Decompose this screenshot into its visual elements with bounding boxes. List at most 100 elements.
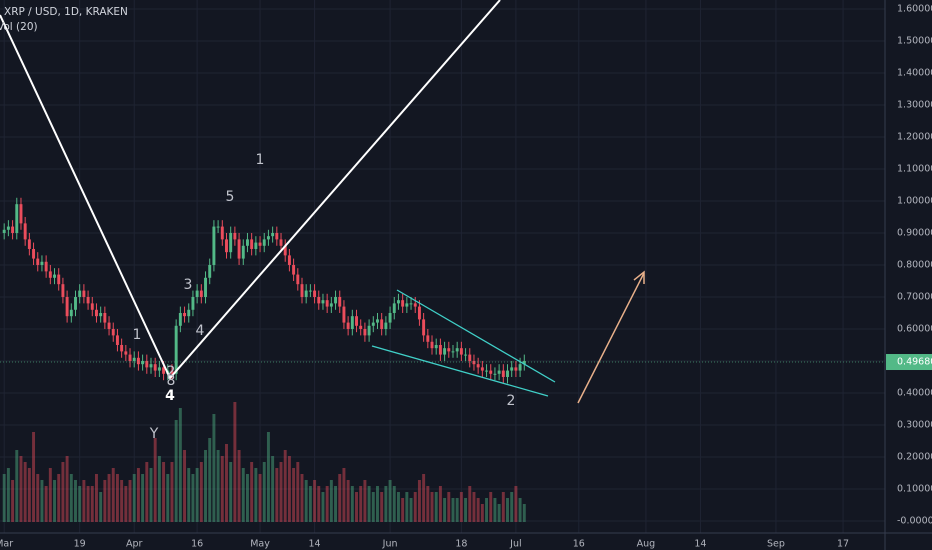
volume-bar <box>422 474 426 522</box>
candle-body <box>384 322 388 329</box>
candle-body <box>128 354 132 361</box>
x-tick-label: 14 <box>694 539 706 550</box>
candle-body <box>141 360 145 365</box>
volume-bar <box>308 486 312 522</box>
volume-bar <box>120 480 124 522</box>
volume-bar <box>107 474 111 522</box>
candle-body <box>183 312 187 317</box>
candle-body <box>6 226 10 230</box>
candle-body <box>191 296 195 310</box>
candle-body <box>493 373 497 375</box>
candle-body <box>506 370 509 377</box>
volume-bar <box>57 474 61 522</box>
volume-bar <box>90 486 94 522</box>
volume-bar <box>300 474 304 522</box>
candle-body <box>19 204 23 224</box>
wave-line <box>0 0 501 380</box>
candle-body <box>103 312 107 323</box>
candle-body <box>451 351 455 353</box>
trend-line-lower <box>371 345 549 397</box>
candle-body <box>48 271 52 278</box>
candle-body <box>355 316 358 326</box>
volume-bar <box>321 492 325 522</box>
volume-bar <box>225 444 228 522</box>
candle-body <box>61 284 65 297</box>
candle-body <box>245 239 249 246</box>
candle-body <box>174 325 178 374</box>
candle-body <box>514 367 518 371</box>
volume-bar <box>187 468 191 522</box>
last-price-box <box>886 354 932 371</box>
candle-body <box>380 319 384 329</box>
wave-label: 8 <box>167 373 176 389</box>
volume-bar <box>78 486 82 522</box>
volume-bar <box>69 474 73 522</box>
wave-label: 2 <box>167 364 176 380</box>
candle-body <box>271 232 275 237</box>
candle-body <box>275 232 279 240</box>
volume-bar <box>61 462 65 522</box>
volume-bar <box>447 492 451 522</box>
candle-body <box>363 328 367 336</box>
volume-bar <box>174 420 178 522</box>
candle-body <box>170 370 174 374</box>
last-price-label: 0.49680 <box>897 357 932 368</box>
x-tick-label: 17 <box>837 539 849 550</box>
candle-body <box>422 319 426 336</box>
candle-body <box>220 226 224 240</box>
volume-bar <box>111 468 115 522</box>
volume-bar <box>191 474 195 522</box>
volume-bar <box>95 474 98 522</box>
volume-bar <box>443 498 447 522</box>
volume-bar <box>338 474 342 522</box>
volume-bar <box>183 450 187 522</box>
candle-body <box>388 312 392 323</box>
x-tick-label: May <box>250 539 270 550</box>
volume-bar <box>136 468 140 522</box>
candle-body <box>229 232 233 253</box>
volume-bar <box>371 492 375 522</box>
volume-bar <box>313 480 317 522</box>
candle-body <box>292 264 296 275</box>
volume-bar <box>409 498 413 522</box>
candle-body <box>376 319 379 323</box>
volume-bar <box>266 432 270 522</box>
candle-body <box>367 325 371 336</box>
y-tick-label: 1.50000 <box>897 35 932 46</box>
volume-bar <box>32 432 36 522</box>
volume-bar <box>11 480 15 522</box>
volume-bar <box>36 474 40 522</box>
candle-body <box>241 245 245 259</box>
candle-body <box>178 312 182 326</box>
volume-bar <box>19 456 23 522</box>
candle-body <box>443 348 447 355</box>
candle-body <box>279 239 283 246</box>
volume-bar <box>497 504 501 522</box>
volume-bar <box>40 480 44 522</box>
volume-bar <box>434 492 438 522</box>
volume-bar <box>417 480 421 522</box>
volume-bar <box>464 498 468 522</box>
volume-bar <box>99 492 103 522</box>
symbol-title: XRP / USD, 1D, KRAKEN <box>4 6 128 18</box>
volume-bar <box>15 450 19 522</box>
wave-label: 1 <box>256 152 265 168</box>
volume-bar <box>392 486 396 522</box>
volume-bar <box>237 450 241 522</box>
volume-bar <box>396 492 400 522</box>
volume-bar <box>199 462 203 522</box>
candle-body <box>95 309 98 317</box>
candle-body <box>2 229 6 233</box>
candle-body <box>283 245 287 256</box>
volume-bar <box>355 492 358 522</box>
wave-label: 4 <box>165 388 175 404</box>
volume-bar <box>283 450 287 522</box>
volume-bar <box>346 480 350 522</box>
volume-bar <box>514 486 518 522</box>
candle-body <box>313 290 317 297</box>
volume-bar <box>258 474 262 522</box>
candle-body <box>32 248 36 259</box>
